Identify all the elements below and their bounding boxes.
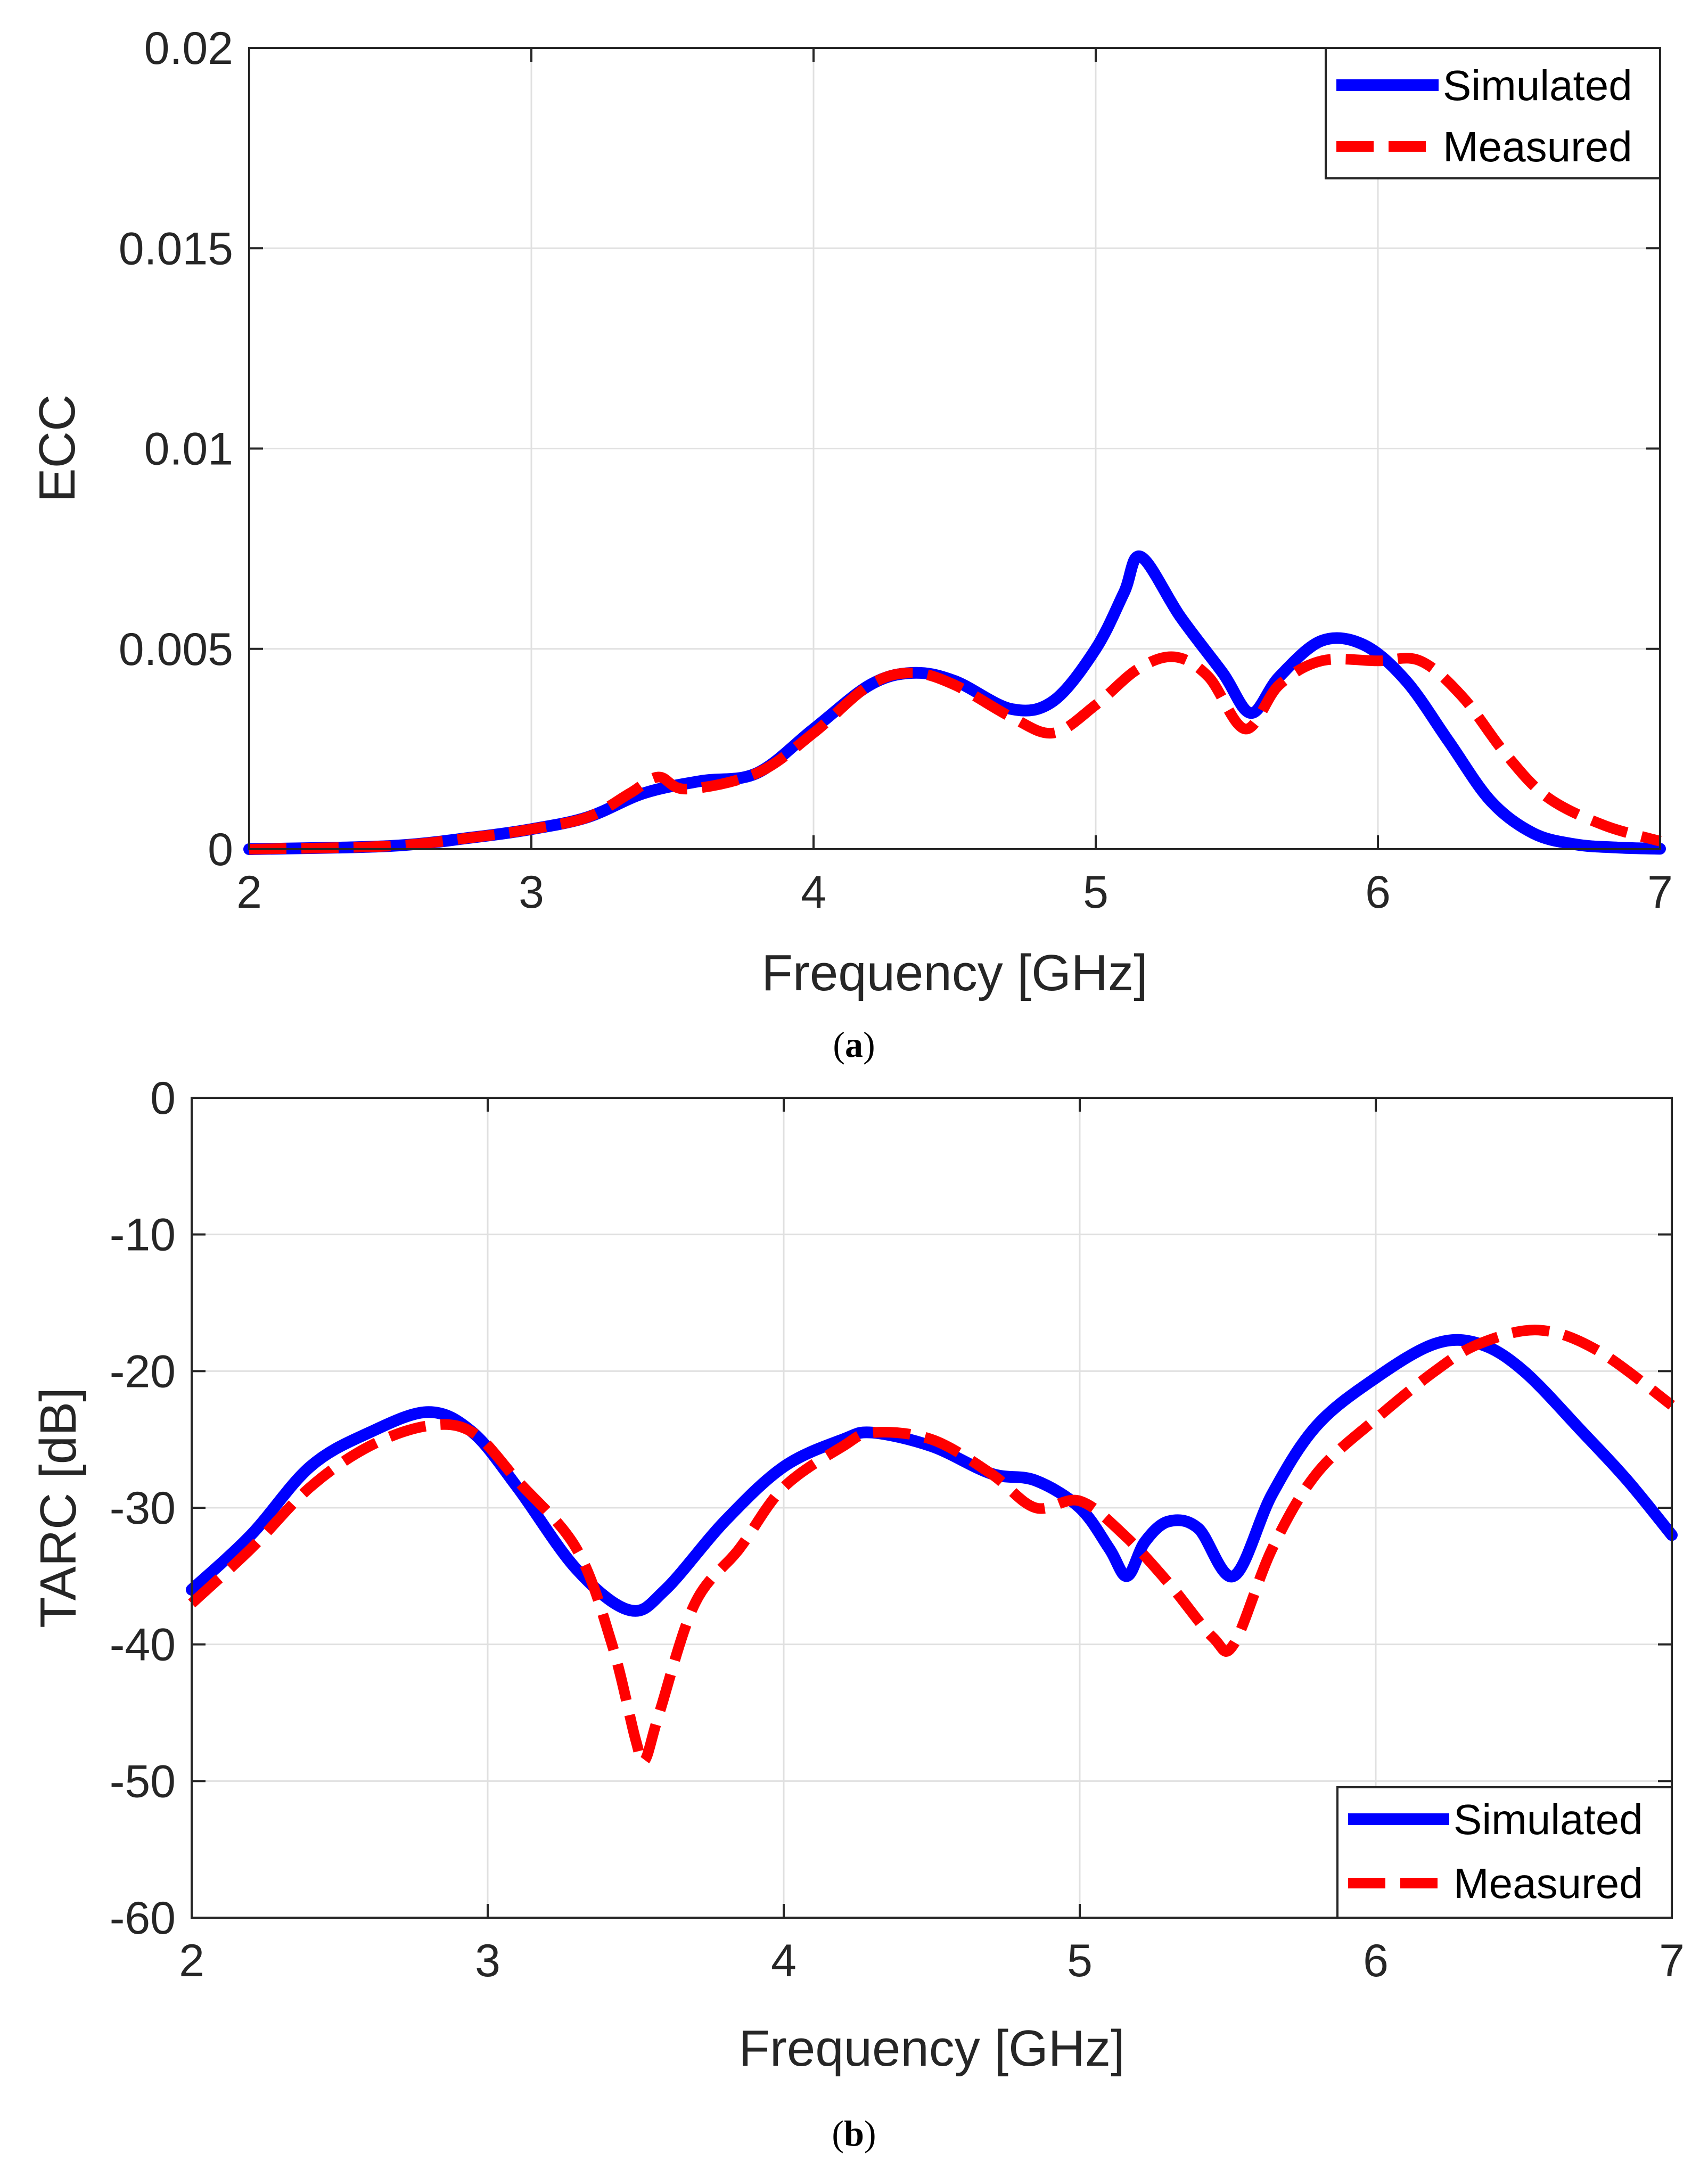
tarc-y-axis-label: TARC [dB] — [30, 1387, 87, 1628]
tarc-x-tick-label: 2 — [179, 1935, 204, 1986]
ecc-y-tick-label: 0.02 — [144, 23, 233, 74]
caption-a: (a) — [833, 1024, 875, 1065]
tarc-x-tick-label: 3 — [475, 1935, 500, 1986]
caption-a-letter: a — [845, 1024, 863, 1065]
tarc-x-axis-label: Frequency [GHz] — [738, 2020, 1125, 2077]
ecc-y-axis-label: ECC — [29, 395, 86, 503]
ecc-legend-simulated-label: Simulated — [1443, 62, 1632, 109]
ecc-legend-box — [1325, 47, 1661, 179]
ecc-x-tick-label: 6 — [1365, 867, 1391, 918]
tarc-legend-box — [1336, 1786, 1673, 1919]
tarc-y-tick-label: -60 — [110, 1893, 176, 1944]
ecc-x-axis-label: Frequency [GHz] — [761, 944, 1148, 1001]
tarc-series-lines — [186, 1325, 1678, 1768]
tarc-ticks: 2 3 4 5 6 7 0 -10 -20 -30 -40 -50 -60 — [110, 1073, 1685, 1986]
tarc-x-tick-label: 6 — [1363, 1935, 1389, 1986]
tarc-legend-measured-label: Measured — [1454, 1860, 1643, 1907]
ecc-legend-measured-label: Measured — [1443, 123, 1632, 170]
tarc-x-tick-label: 7 — [1659, 1935, 1685, 1986]
ecc-series-simulated-line — [243, 550, 1666, 855]
ecc-y-tick-label: 0.005 — [119, 624, 233, 675]
ecc-grid — [249, 48, 1660, 849]
ecc-x-tick-label: 3 — [519, 867, 544, 918]
tarc-y-tick-label: -10 — [110, 1210, 176, 1261]
ecc-x-tick-label: 4 — [801, 867, 826, 918]
tarc-y-tick-label: -30 — [110, 1483, 176, 1534]
tarc-y-tick-label: -40 — [110, 1620, 176, 1671]
ecc-y-tick-label: 0.01 — [144, 424, 233, 475]
ecc-chart: 2 3 4 5 6 7 0 0.005 0.01 0.015 0.02 Frequency [GHz… — [29, 23, 1673, 1065]
tarc-legend: Simulated Measured — [1336, 1786, 1673, 1919]
tarc-x-tick-label: 5 — [1067, 1935, 1093, 1986]
tarc-legend-simulated-label: Simulated — [1454, 1796, 1643, 1843]
tarc-y-tick-label: -20 — [110, 1346, 176, 1397]
ecc-series-lines — [243, 550, 1666, 855]
ecc-x-tick-label: 5 — [1083, 867, 1108, 918]
ecc-x-tick-label: 7 — [1647, 867, 1673, 918]
caption-b: (b) — [832, 2113, 876, 2154]
tarc-series-measured-line — [188, 1325, 1675, 1768]
ecc-ticks: 2 3 4 5 6 7 0 0.005 0.01 0.015 0.02 — [119, 23, 1673, 918]
tarc-y-tick-label: -50 — [110, 1756, 176, 1807]
ecc-x-tick-label: 2 — [236, 867, 262, 918]
caption-b-letter: b — [844, 2113, 864, 2154]
tarc-chart: 2 3 4 5 6 7 0 -10 -20 -30 -40 -50 -60 Frequency [GHz… — [30, 1073, 1685, 2154]
ecc-y-tick-label: 0 — [208, 824, 233, 875]
ecc-series-measured-line — [249, 651, 1662, 854]
ecc-y-tick-label: 0.015 — [119, 223, 233, 274]
tarc-y-tick-label: 0 — [150, 1073, 176, 1124]
tarc-x-tick-label: 4 — [771, 1935, 796, 1986]
ecc-legend: Simulated Measured — [1325, 47, 1661, 179]
